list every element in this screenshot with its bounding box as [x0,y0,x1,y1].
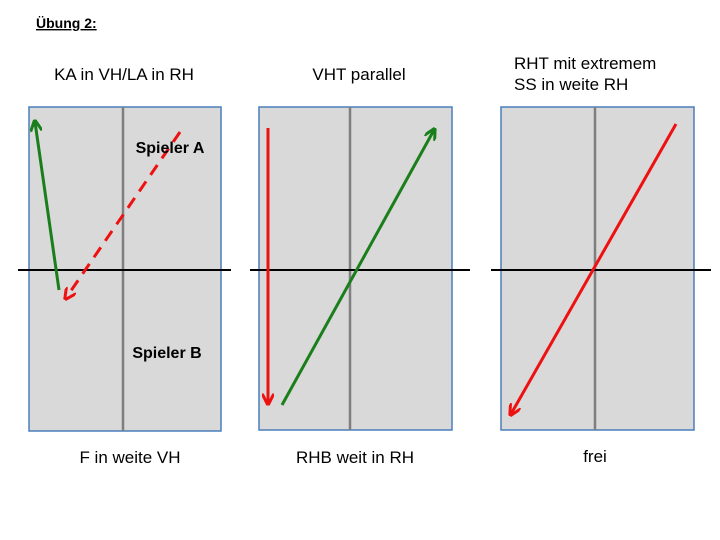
arrow [280,130,434,406]
top-label: VHT parallel [312,65,405,84]
player-label: Spieler A [136,140,205,157]
table [258,106,453,431]
arrow [511,123,678,414]
bottom-label: F in weite VH [79,448,180,467]
top-label: RHT mit extremem [514,54,656,73]
player-label: Spieler B [132,345,201,362]
top-label: KA in VH/LA in RH [54,65,194,84]
top-label: SS in weite RH [514,75,628,94]
title: Übung 2: [36,15,97,31]
bottom-label: RHB weit in RH [296,448,414,467]
arrow [66,131,182,298]
bottom-label: frei [583,447,607,466]
arrow [35,122,61,291]
